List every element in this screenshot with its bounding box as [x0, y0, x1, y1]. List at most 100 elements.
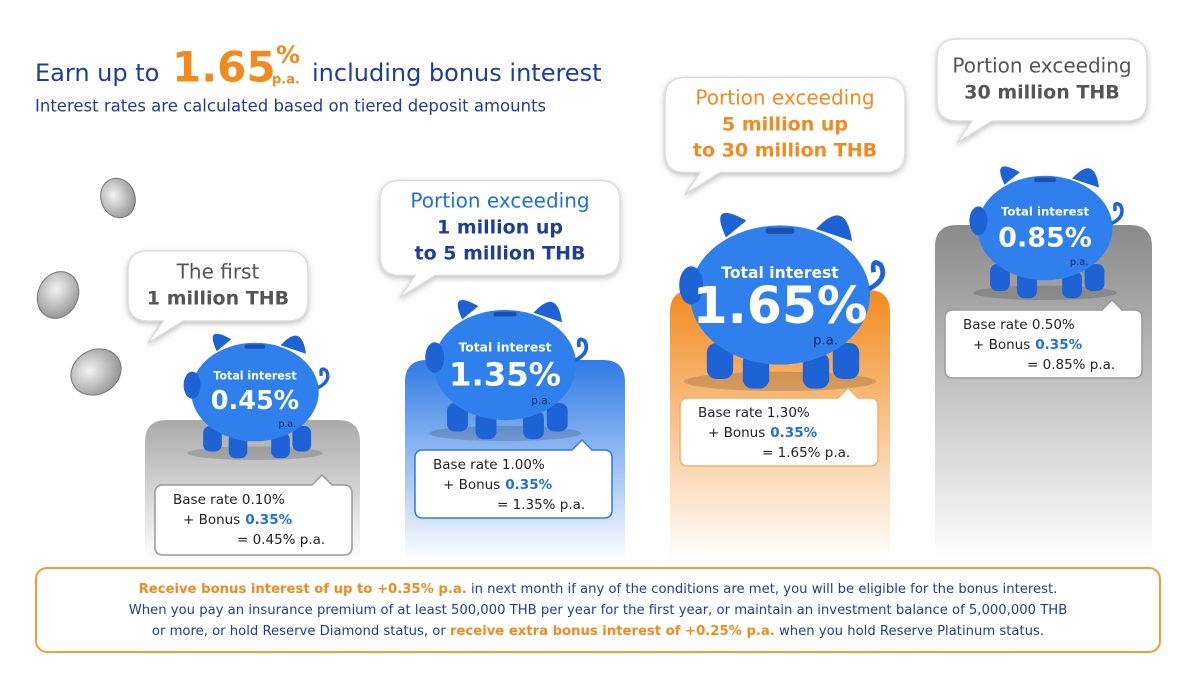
- pig-leg: [1084, 264, 1105, 291]
- footer-text: when you hold Reserve Platinum status.: [774, 623, 1045, 639]
- pig-leg: [832, 343, 860, 379]
- pig-leg: [802, 352, 830, 389]
- pig-tail: [867, 260, 886, 292]
- pig-leg: [990, 264, 1010, 291]
- pig-rate: 1.65%: [693, 276, 868, 335]
- footer-line: Receive bonus interest of up to +0.35% p…: [139, 579, 1058, 600]
- footer-line: When you pay an insurance premium of at …: [129, 600, 1068, 621]
- pig-leg: [1062, 271, 1082, 299]
- footer-text: in next month if any of the conditions a…: [466, 581, 1058, 597]
- pig-snout: [183, 371, 201, 399]
- base-rate: Base rate 1.30%: [698, 405, 810, 421]
- bonus-rate: 0.35%: [245, 512, 292, 528]
- title-tail: including bonus interest: [312, 59, 601, 87]
- coins: [36, 177, 136, 396]
- bonus-label: + Bonus: [183, 512, 240, 528]
- pig-leg: [447, 403, 468, 432]
- speech-bubble: [936, 38, 1148, 144]
- pig-tail: [574, 337, 589, 362]
- breakdown-box: [944, 298, 1143, 379]
- title-rate: 1.65: [172, 43, 276, 92]
- footer-highlight: Receive bonus interest of up to +0.35% p…: [138, 581, 467, 597]
- bonus-line: + Bonus 0.35%: [973, 337, 1083, 353]
- pig-body: [690, 225, 870, 365]
- pig-unit: p.a.: [531, 395, 551, 407]
- bonus-rate: 0.35%: [1035, 337, 1082, 353]
- pig-rate: 1.35%: [449, 355, 561, 393]
- pig-leg: [546, 403, 568, 432]
- piggy-bank: Total interest 0.45% p.a.: [183, 333, 330, 460]
- pig-ear: [816, 215, 852, 241]
- pig-leg: [706, 343, 734, 379]
- bonus-rate: 0.35%: [770, 425, 817, 441]
- title-lead: Earn up to: [35, 59, 159, 87]
- pig-ear: [280, 335, 306, 354]
- pig-slot: [1034, 177, 1056, 183]
- pig-rate: 0.45%: [211, 386, 299, 416]
- bubble-line: The first: [176, 260, 260, 284]
- bubble-line: Portion exceeding: [695, 86, 874, 110]
- pig-tail: [1110, 201, 1124, 226]
- pig-ear: [212, 333, 232, 352]
- base-rate: Base rate 0.50%: [963, 317, 1075, 333]
- base-rate: Base rate 1.00%: [433, 457, 545, 473]
- pig-snout: [425, 342, 445, 373]
- bubble-line: Portion exceeding: [952, 54, 1131, 78]
- pig-snout: [969, 206, 988, 236]
- bonus-line: + Bonus 0.35%: [708, 425, 818, 441]
- pig-label: Total interest: [721, 264, 839, 282]
- pig-label: Total interest: [458, 340, 551, 354]
- footer-text: When you pay an insurance premium of at …: [128, 602, 1068, 618]
- total-rate: = 0.85% p.a.: [1027, 357, 1115, 373]
- speech-bubble: [127, 250, 309, 344]
- pig-leg: [292, 426, 312, 452]
- bubble-line: 30 million THB: [964, 82, 1119, 104]
- pig-ear: [457, 299, 479, 320]
- bonus-label: + Bonus: [443, 477, 500, 493]
- pig-body: [191, 342, 319, 442]
- speech-bubble: [664, 76, 906, 196]
- base-rate: Base rate 0.10%: [173, 492, 285, 508]
- pig-body: [977, 175, 1113, 281]
- breakdown-box: [414, 438, 613, 519]
- pig-body: [433, 309, 577, 421]
- pig-ear: [720, 212, 747, 238]
- pig-leg: [523, 410, 544, 440]
- title-percent: %: [276, 41, 300, 69]
- total-rate: = 1.35% p.a.: [497, 497, 585, 513]
- bubble-line: to 30 million THB: [693, 140, 877, 162]
- title-unit: p.a.: [272, 73, 300, 88]
- pig-slot: [765, 227, 795, 234]
- pig-unit: p.a.: [278, 419, 296, 430]
- breakdown-box: [679, 386, 879, 467]
- bonus-line: + Bonus 0.35%: [183, 512, 293, 528]
- bubble-line: to 5 million THB: [415, 243, 586, 265]
- pig-unit: p.a.: [813, 334, 838, 349]
- total-rate: = 0.45% p.a.: [237, 532, 325, 548]
- footer-highlight: receive extra bonus interest of +0.25% p…: [449, 623, 775, 639]
- bubble-line: 1 million THB: [147, 288, 289, 310]
- pig-unit: p.a.: [1070, 257, 1089, 268]
- piggy-bank: Total interest 0.85% p.a.: [969, 166, 1124, 300]
- bubble-line: Portion exceeding: [410, 189, 589, 213]
- bonus-label: + Bonus: [973, 337, 1030, 353]
- pig-snout: [679, 266, 704, 305]
- pig-label: Total interest: [213, 370, 297, 383]
- pig-leg: [271, 432, 290, 459]
- pig-rate: 0.85%: [998, 222, 1092, 253]
- bonus-line: + Bonus 0.35%: [443, 477, 553, 493]
- pig-tail: [317, 367, 330, 390]
- pig-ear: [533, 301, 562, 323]
- pedestal: [935, 225, 1152, 560]
- pig-slot: [244, 344, 266, 349]
- bubble-line: 5 million up: [722, 114, 848, 136]
- pig-label: Total interest: [1001, 204, 1089, 218]
- breakdown-box: [154, 473, 353, 556]
- footer-line: or more, or hold Reserve Diamond status,…: [152, 621, 1044, 642]
- bonus-label: + Bonus: [708, 425, 765, 441]
- total-rate: = 1.65% p.a.: [762, 445, 850, 461]
